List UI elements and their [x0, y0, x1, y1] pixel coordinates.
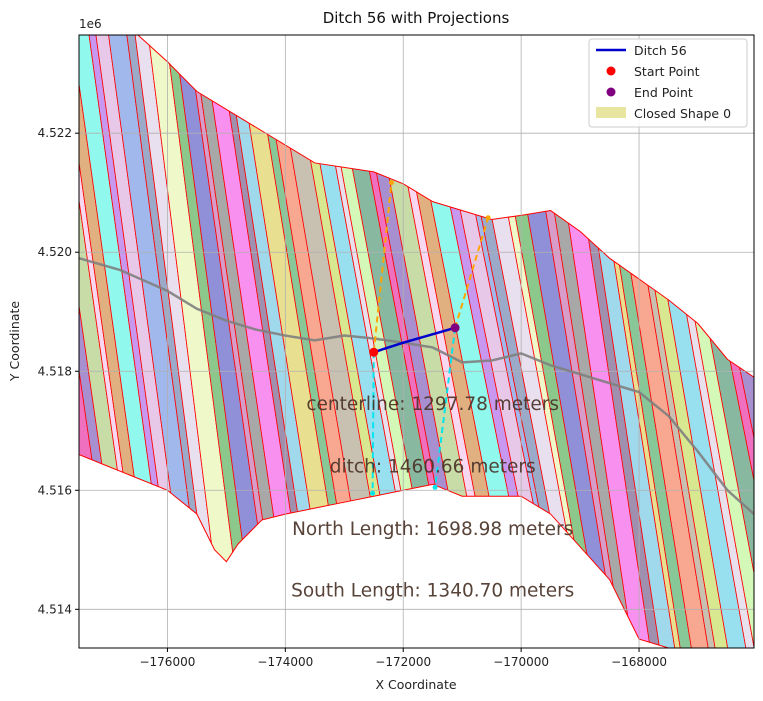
- x-tick-label-4: −168000: [611, 655, 667, 669]
- x-tick-label-2: −172000: [375, 655, 431, 669]
- legend-end-swatch: [606, 87, 616, 97]
- legend: Ditch 56 Start Point End Point Closed Sh…: [588, 38, 748, 128]
- x-tick-label-3: −170000: [493, 655, 549, 669]
- legend-shape-label: Closed Shape 0: [634, 106, 731, 121]
- ditch-line: [373, 326, 456, 354]
- y-tick-label-4: 4.522: [38, 126, 72, 140]
- north-proj-end: [388, 180, 394, 186]
- legend-ditch-label: Ditch 56: [634, 43, 687, 58]
- legend-start-label: Start Point: [634, 64, 700, 79]
- south-projection-line: [371, 352, 375, 494]
- annotation-centerline: centerline: 1297.78 meters: [306, 394, 559, 415]
- y-axis-ticks: 4.514 4.516 4.518 4.520 4.522: [38, 126, 79, 616]
- annotation-ditch: ditch: 1460.66 meters: [330, 456, 536, 477]
- north-proj-end-2: [485, 215, 491, 221]
- y-tick-label-2: 4.518: [38, 364, 72, 378]
- legend-frame: [588, 38, 748, 128]
- y-tick-label-1: 4.516: [38, 483, 72, 497]
- annotation-north-length: North Length: 1698.98 meters: [292, 519, 573, 540]
- south-projection-line-2: [434, 327, 457, 488]
- annotation-south-length: South Length: 1340.70 meters: [291, 580, 574, 601]
- start-point-marker: [369, 347, 379, 357]
- x-axis-label: X Coordinate: [375, 677, 456, 692]
- legend-start-swatch: [606, 66, 616, 76]
- end-point-marker: [450, 323, 460, 333]
- legend-end-label: End Point: [634, 85, 693, 100]
- centerline: [79, 256, 754, 516]
- boundary-outline: [79, 35, 754, 648]
- y-offset-label: 1e6: [79, 17, 102, 31]
- x-tick-label-0: −176000: [139, 655, 195, 669]
- projection-endpoints: [370, 180, 491, 496]
- south-proj-end-2: [432, 484, 438, 490]
- x-tick-label-1: −174000: [257, 655, 313, 669]
- north-projection-line-2: [454, 217, 490, 329]
- y-tick-label-3: 4.520: [38, 245, 72, 259]
- plot-frame: [78, 34, 755, 649]
- y-tick-label-0: 4.514: [38, 602, 72, 616]
- y-axis-label: Y Coordinate: [7, 301, 22, 382]
- north-projection-line: [372, 182, 393, 353]
- plot-area: centerline: 1297.78 meters ditch: 1460.6…: [79, 35, 754, 648]
- chart-title: Ditch 56 with Projections: [323, 9, 510, 27]
- grid-lines: [79, 35, 754, 648]
- south-proj-end: [370, 490, 376, 496]
- x-axis-ticks: −176000 −174000 −172000 −170000 −168000: [139, 648, 667, 669]
- legend-shape-swatch: [596, 107, 626, 118]
